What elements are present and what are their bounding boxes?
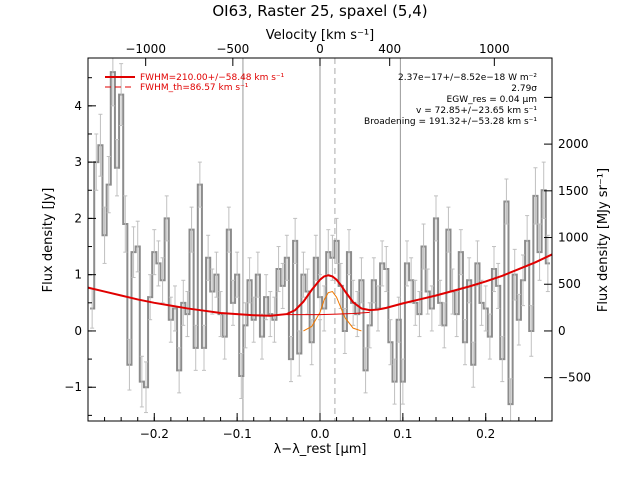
series-orange-gaussian [303,290,362,332]
right-tick-label: 2000 [558,137,589,151]
x-tick-label: 0.1 [393,427,412,441]
x-tick-label: 0.2 [476,427,495,441]
right-tick-label: 500 [558,277,581,291]
annotation-significance: 2.79σ [511,84,537,94]
annotation-broadening: Broadening = 191.32+/−53.28 km s⁻¹ [364,117,537,127]
model-line-red-continuum-baseline [286,311,370,316]
top-tick-label: 400 [378,42,401,56]
legend: FWHM=210.00+/−58.48 km s⁻¹ FWHM_th=86.57… [105,73,285,93]
x-tick-label: 0.0 [310,427,329,441]
y-axis-title: Flux density [Jy] [41,188,56,293]
x-tick-label: −0.2 [140,427,169,441]
legend-label-fwhm-th: FWHM_th=86.57 km s⁻¹ [140,83,249,93]
x-axis-title: λ−λ_rest [μm] [274,442,367,457]
data-series [87,57,553,422]
y-tick-label: 0 [74,324,82,338]
right-tick-label: 1000 [558,231,589,245]
annotation-velocity: v = 72.85+/−23.65 km s⁻¹ [416,106,537,116]
series-red-continuum-baseline [286,311,370,316]
series-gray-steps-with-errorbars [90,57,550,422]
reference-lines [242,58,401,421]
model-line-red-total-model [87,253,553,317]
top-tick-label: −1000 [125,42,166,56]
annotation-egw: EGW_res = 0.04 μm [447,95,537,105]
chart-title: OI63, Raster 25, spaxel (5,4) [212,2,427,20]
series-red-total-model [87,253,553,317]
axes: −0.2 −0.1 0.0 0.1 0.2 −1000 −500 0 400 1000 −1 0 1 2 3… [64,42,591,441]
y-tick-label: 3 [74,155,82,169]
y-tick-label: 2 [74,211,82,225]
y-tick-label: −1 [64,380,82,394]
y-tick-label: 4 [74,99,82,113]
top-tick-label: 0 [316,42,324,56]
y-tick-label: 1 [74,268,82,282]
annotation-line-flux: 2.37e−17+/−8.52e−18 W m⁻² [398,73,537,83]
model-line-orange-gaussian [303,290,362,332]
x-tick-label: −0.1 [223,427,252,441]
top-tick-label: −500 [216,42,249,56]
right-tick-label: 0 [558,324,566,338]
right-tick-label: 1500 [558,184,589,198]
top-tick-label: 1000 [479,42,510,56]
legend-label-fwhm: FWHM=210.00+/−58.48 km s⁻¹ [140,73,285,83]
fit-annotations: 2.37e−17+/−8.52e−18 W m⁻² 2.79σ EGW_res … [364,73,537,127]
right-y-axis-title: Flux density [MJy sr⁻¹] [596,168,611,312]
top-x-axis-title: Velocity [km s⁻¹] [266,28,374,43]
right-tick-label: −500 [558,371,591,385]
